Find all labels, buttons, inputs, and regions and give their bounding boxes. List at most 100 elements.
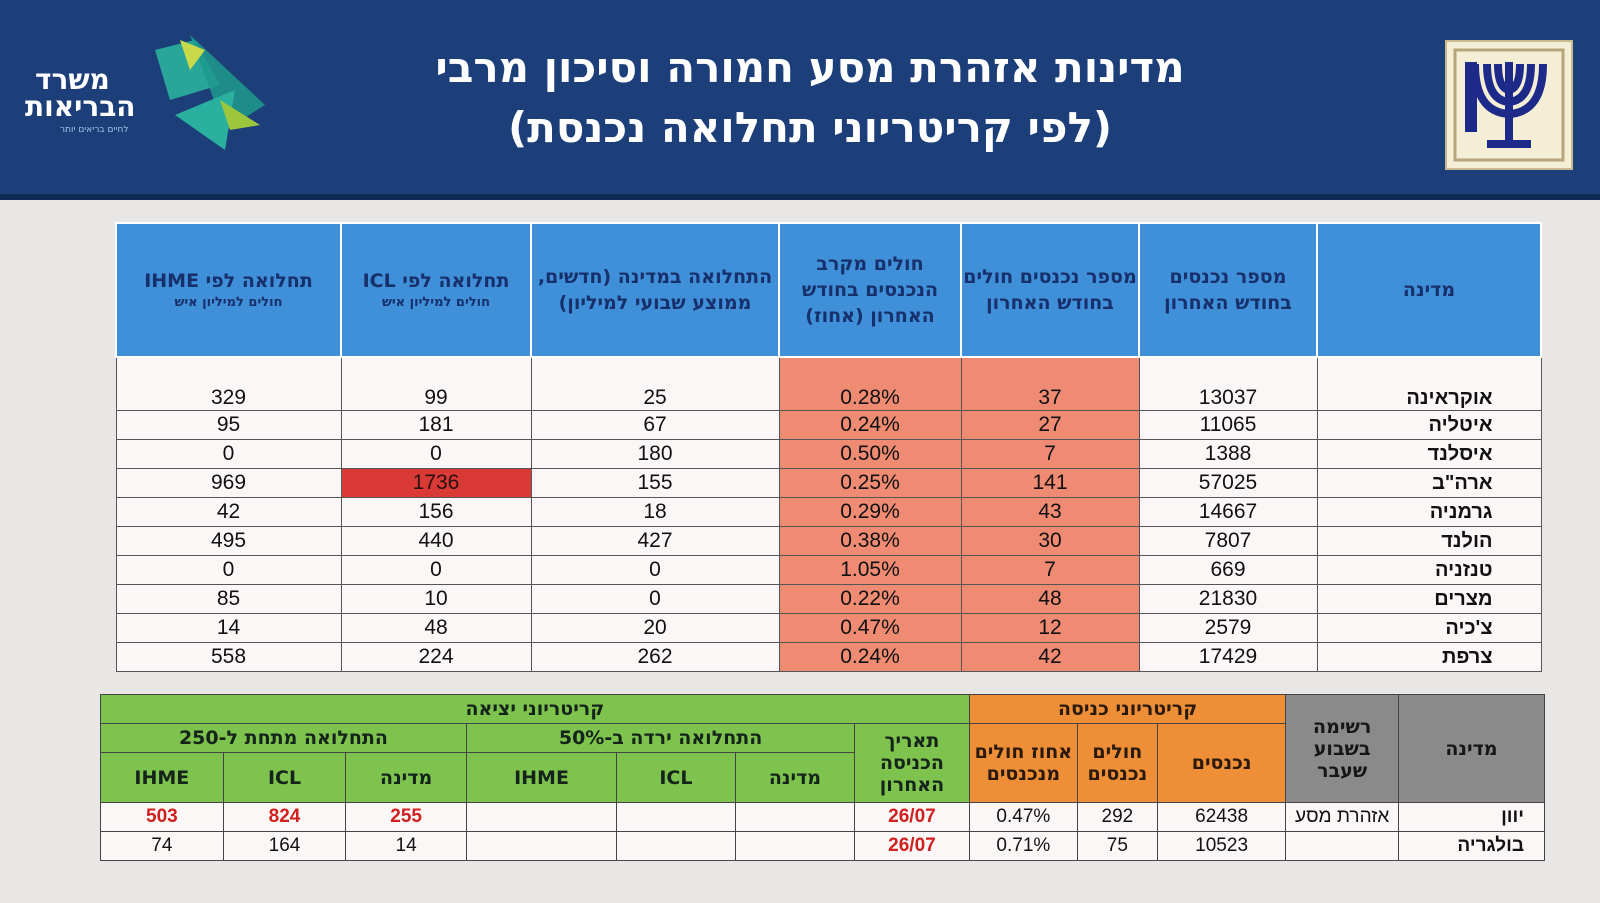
cell-country: אוקראינה (1316, 356, 1542, 411)
col-header-ihme: תחלואה לפי IHME חולים למיליון איש (115, 222, 342, 358)
cell-icl: 0 (340, 439, 532, 469)
col-header-sick-entrants: מספר נכנסים חולים בחודש האחרון (960, 222, 1140, 358)
cell-morbidity: 67 (530, 410, 780, 440)
table-row: צ'כיה 2579 12 0.47% 20 48 14 (115, 613, 1542, 643)
cell-sick: 43 (960, 497, 1140, 527)
cell-entrants: 13037 (1138, 356, 1318, 411)
cell-icl: 440 (340, 526, 532, 556)
cell-ihme: 329 (115, 356, 342, 411)
col-header-morbidity: התחלואה במדינה (חדשים, ממוצע שבועי למילי… (530, 222, 780, 358)
star-of-david-icon (155, 35, 265, 150)
cell-sick: 27 (960, 410, 1140, 440)
cell-pct: 0.50% (778, 439, 962, 469)
cell-entrants: 14667 (1138, 497, 1318, 527)
criteria-cell-below-icl: 164 (222, 831, 347, 861)
logo-text-line2: הבריאות (25, 90, 136, 123)
title-line-2: (לפי קריטריוני תחלואה נכנסת) (507, 103, 1113, 152)
cell-icl: 99 (340, 356, 532, 411)
criteria-cell-date: 26/07 (854, 831, 970, 861)
title-line-1: מדינות אזהרת מסע חמורה וסיכון מרבי (435, 43, 1185, 92)
cell-morbidity: 180 (530, 439, 780, 469)
logo-text-line1: משרד (35, 63, 110, 96)
cell-entrants: 669 (1138, 555, 1318, 585)
criteria-table: מדינה רשימה בשבוע שעבר קריטריוני כניסה ק… (100, 694, 1546, 861)
cell-icl: 0 (340, 555, 532, 585)
criteria-cell-drop-icl (616, 831, 736, 861)
criteria-cell-entrants: 10523 (1156, 831, 1287, 861)
criteria-cell-pct: 0.71% (968, 831, 1079, 861)
table-header-row: מדינה מספר נכנסים בחודש האחרון מספר נכנס… (115, 222, 1542, 358)
exit-criteria-header: קריטריוני יציאה (100, 694, 970, 724)
cell-pct: 0.29% (778, 497, 962, 527)
cell-ihme: 495 (115, 526, 342, 556)
cell-morbidity: 155 (530, 468, 780, 498)
cell-sick: 7 (960, 555, 1140, 585)
cell-country: צרפת (1316, 642, 1542, 672)
cell-entrants: 17429 (1138, 642, 1318, 672)
col-header-sick-percent: חולים מקרב הנכנסים בחודש האחרון (אחוז) (778, 222, 962, 358)
exit-col-dropped-50: התחלואה ירדה ב-50% (465, 723, 856, 753)
below-sub-country: מדינה (345, 752, 467, 803)
criteria-header-row-1: מדינה רשימה בשבוע שעבר קריטריוני כניסה ק… (100, 694, 1546, 803)
criteria-cell-list: אזהרת מסע (1285, 802, 1399, 832)
criteria-cell-date: 26/07 (854, 802, 970, 832)
menorah-icon (1453, 48, 1565, 162)
cell-country: צ'כיה (1316, 613, 1542, 643)
criteria-cell-drop-ihme (465, 831, 618, 861)
table-row: איטליה 11065 27 0.24% 67 181 95 (115, 410, 1542, 440)
criteria-cell-drop-country (734, 831, 856, 861)
cell-morbidity: 18 (530, 497, 780, 527)
criteria-cell-drop-country (734, 802, 856, 832)
drop-sub-ihme: IHME (465, 752, 618, 803)
ministry-of-health-logo: משרד הבריאות לחיים בריאים יותר (20, 30, 280, 160)
cell-pct: 0.38% (778, 526, 962, 556)
page-title: מדינות אזהרת מסע חמורה וסיכון מרבי (לפי … (330, 38, 1290, 158)
table-row: גרמניה 14667 43 0.29% 18 156 42 (115, 497, 1542, 527)
table-row: אוקראינה 13037 37 0.28% 25 99 329 (115, 356, 1542, 411)
cell-entrants: 57025 (1138, 468, 1318, 498)
criteria-cell-below-country: 14 (345, 831, 467, 861)
col-header-entrants: מספר נכנסים בחודש האחרון (1138, 222, 1318, 358)
cell-country: איטליה (1316, 410, 1542, 440)
cell-pct: 0.25% (778, 468, 962, 498)
cell-entrants: 2579 (1138, 613, 1318, 643)
cell-country: מצרים (1316, 584, 1542, 614)
criteria-cell-country: יוון (1397, 802, 1546, 832)
exit-col-last-entry-date: תאריך הכניסה האחרון (854, 723, 970, 803)
cell-pct: 0.22% (778, 584, 962, 614)
criteria-cell-below-ihme: 74 (100, 831, 224, 861)
criteria-col-last-week-list: רשימה בשבוע שעבר (1285, 694, 1399, 803)
col-header-icl: תחלואה לפי ICL חולים למיליון איש (340, 222, 532, 358)
cell-entrants: 1388 (1138, 439, 1318, 469)
below-sub-icl: ICL (222, 752, 347, 803)
criteria-cell-sick: 75 (1077, 831, 1158, 861)
cell-sick: 30 (960, 526, 1140, 556)
cell-ihme: 14 (115, 613, 342, 643)
drop-sub-country: מדינה (734, 752, 856, 803)
criteria-col-country: מדינה (1397, 694, 1546, 803)
cell-ihme: 85 (115, 584, 342, 614)
entry-col-entrants: נכנסים (1156, 723, 1287, 803)
below-sub-ihme: IHME (100, 752, 224, 803)
cell-entrants: 21830 (1138, 584, 1318, 614)
cell-morbidity: 25 (530, 356, 780, 411)
cell-sick: 42 (960, 642, 1140, 672)
cell-icl: 10 (340, 584, 532, 614)
entry-criteria-header: קריטריוני כניסה (968, 694, 1287, 724)
cell-sick: 12 (960, 613, 1140, 643)
entry-col-percent: אחוז חולים מנכנסים (968, 723, 1079, 803)
table-row: איסלנד 1388 7 0.50% 180 0 0 (115, 439, 1542, 469)
cell-pct: 0.28% (778, 356, 962, 411)
cell-morbidity: 0 (530, 555, 780, 585)
col-header-country: מדינה (1316, 222, 1542, 358)
cell-pct: 0.47% (778, 613, 962, 643)
cell-morbidity: 262 (530, 642, 780, 672)
criteria-cell-pct: 0.47% (968, 802, 1079, 832)
cell-icl: 156 (340, 497, 532, 527)
criteria-header-row-3: מדינה ICL IHME מדינה ICL IHME (100, 752, 1545, 803)
entry-col-sick: חולים נכנסים (1077, 723, 1158, 803)
table-row: הולנד 7807 30 0.38% 427 440 495 (115, 526, 1542, 556)
cell-country: טנזניה (1316, 555, 1542, 585)
cell-morbidity: 0 (530, 584, 780, 614)
criteria-row: בולגריה 10523 75 0.71% 26/07 14 164 74 (100, 831, 1546, 861)
